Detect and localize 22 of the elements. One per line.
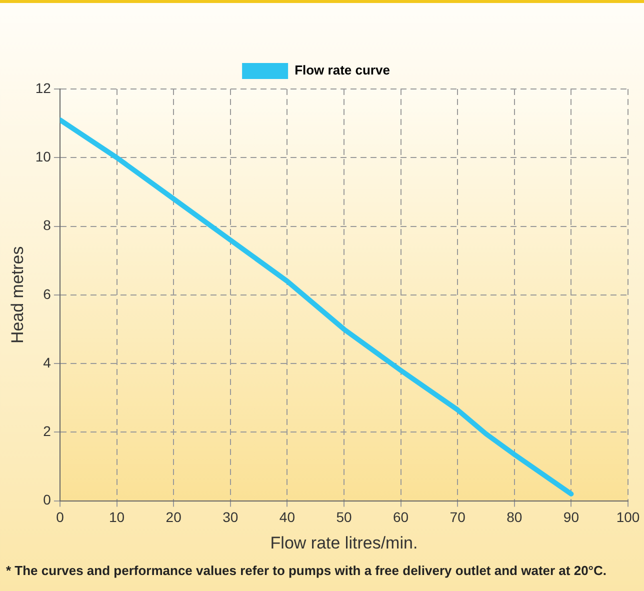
y-tick-label: 4: [43, 354, 52, 370]
y-tick-label: 12: [35, 80, 52, 96]
y-tick-label: 6: [43, 286, 52, 302]
x-tick-label: 40: [279, 509, 296, 526]
x-tick-label: 0: [56, 509, 64, 526]
y-axis-title: Head metres: [8, 246, 27, 344]
x-tick-label: 50: [336, 509, 352, 526]
x-tick-label: 70: [450, 509, 466, 526]
x-tick-label: 30: [222, 509, 238, 526]
x-tick-label: 20: [166, 509, 182, 526]
x-tick-label: 90: [563, 509, 580, 526]
y-tick-label: 8: [43, 217, 52, 234]
x-tick-label: 60: [393, 509, 409, 526]
x-tick-label: 100: [616, 509, 640, 526]
x-axis-title: Flow rate litres/min.: [270, 533, 418, 552]
legend-label: Flow rate curve: [294, 62, 390, 78]
x-tick-label: 10: [108, 509, 125, 526]
x-tick-label: 80: [506, 509, 522, 526]
y-tick-label: 2: [43, 423, 52, 440]
y-tick-label: 10: [35, 148, 52, 164]
text: * The curves and performance values refer to pumps with a free delivery outlet and water at 20°C.: [6, 563, 607, 578]
y-tick-label: 0: [43, 492, 52, 508]
